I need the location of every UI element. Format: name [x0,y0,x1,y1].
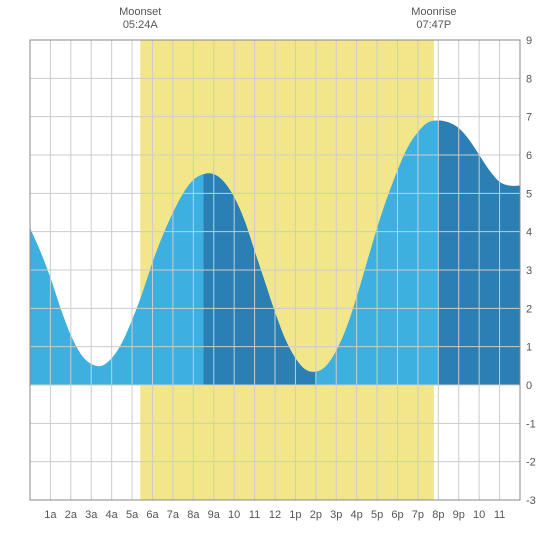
x-tick-label: 8p [432,509,444,521]
y-tick-label: 7 [526,112,532,124]
x-tick-label: 8a [187,509,200,521]
x-tick-label: 3p [330,509,342,521]
x-tick-label: 4a [106,509,119,521]
x-tick-label: 2a [65,509,78,521]
x-tick-label: 5a [126,509,139,521]
y-tick-label: 6 [526,150,532,162]
event-label: Moonset [119,6,161,18]
x-tick-label: 10 [473,509,485,521]
y-tick-label: -3 [526,495,536,507]
y-tick-label: 4 [526,227,532,239]
y-tick-label: 3 [526,265,532,277]
event-time: 07:47P [416,19,451,31]
y-tick-label: -1 [526,418,536,430]
x-tick-label: 3a [85,509,98,521]
y-tick-label: 5 [526,188,532,200]
x-tick-label: 6a [146,509,159,521]
y-tick-label: 8 [526,73,532,85]
y-tick-label: 0 [526,380,532,392]
event-time: 05:24A [123,19,159,31]
x-tick-label: 10 [228,509,240,521]
x-tick-label: 9a [208,509,221,521]
x-tick-label: 11 [494,509,505,521]
y-tick-label: -2 [526,457,536,469]
x-tick-label: 7a [167,509,180,521]
event-label: Moonrise [411,6,456,18]
y-tick-label: 1 [526,342,532,354]
x-tick-label: 5p [371,509,383,521]
x-tick-label: 11 [249,509,260,521]
x-tick-label: 6p [391,509,403,521]
y-tick-label: 2 [526,303,532,315]
chart-svg: -3-2-101234567891a2a3a4a5a6a7a8a9a101112… [0,0,550,550]
x-tick-label: 1a [44,509,57,521]
x-tick-label: 7p [412,509,424,521]
tide-chart: -3-2-101234567891a2a3a4a5a6a7a8a9a101112… [0,0,550,550]
x-tick-label: 4p [351,509,363,521]
y-tick-label: 9 [526,35,532,47]
x-tick-label: 9p [453,509,465,521]
x-tick-label: 1p [289,509,301,521]
x-tick-label: 2p [310,509,322,521]
x-tick-label: 12 [269,509,281,521]
